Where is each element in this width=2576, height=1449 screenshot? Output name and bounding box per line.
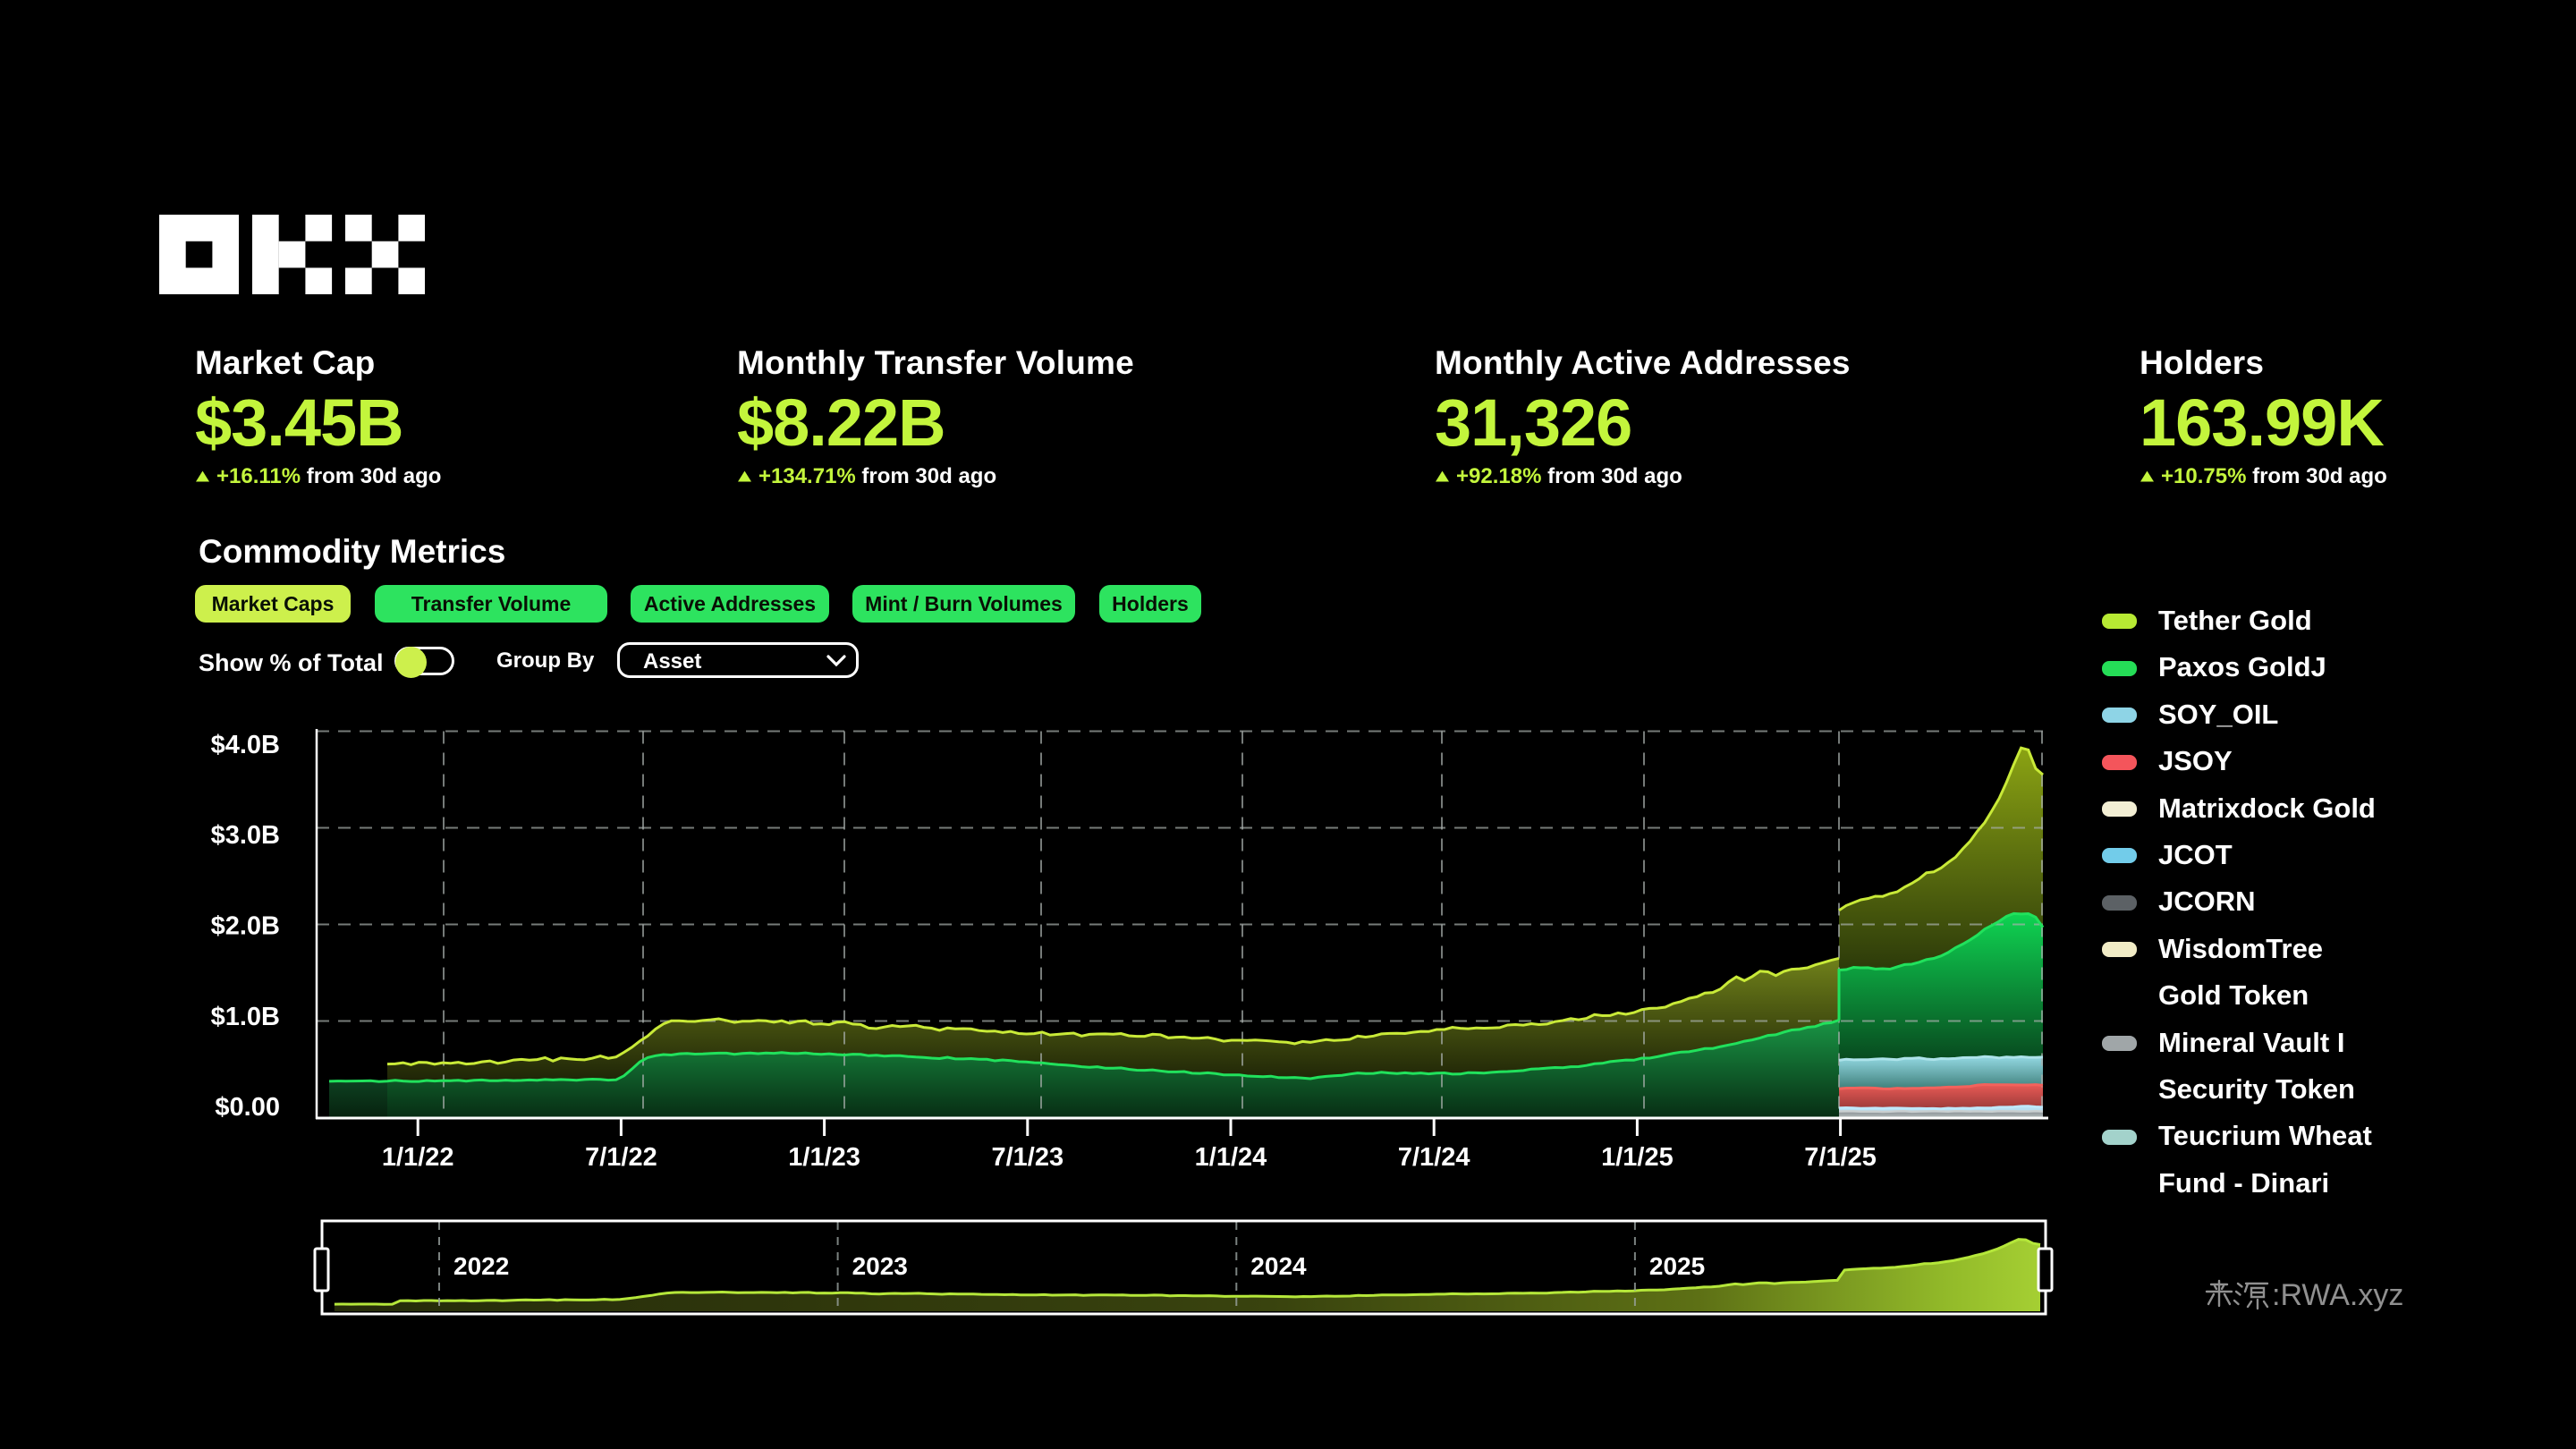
svg-text:2025: 2025 xyxy=(1649,1252,1705,1280)
svg-text:$1.0B: $1.0B xyxy=(211,1003,280,1031)
svg-text:7/1/24: 7/1/24 xyxy=(1398,1143,1470,1172)
svg-text:2022: 2022 xyxy=(453,1252,509,1280)
svg-text:1/1/24: 1/1/24 xyxy=(1195,1143,1267,1172)
svg-text:$2.0B: $2.0B xyxy=(211,912,280,941)
svg-text:7/1/23: 7/1/23 xyxy=(991,1143,1063,1172)
svg-text:1/1/25: 1/1/25 xyxy=(1601,1143,1674,1172)
svg-text:2024: 2024 xyxy=(1250,1252,1307,1280)
svg-text:1/1/22: 1/1/22 xyxy=(382,1143,454,1172)
svg-text:$3.0B: $3.0B xyxy=(211,821,280,850)
svg-text:$4.0B: $4.0B xyxy=(211,731,280,759)
svg-text:7/1/22: 7/1/22 xyxy=(585,1143,657,1172)
svg-text:7/1/25: 7/1/25 xyxy=(1804,1143,1877,1172)
svg-text:2023: 2023 xyxy=(852,1252,908,1280)
svg-text:$0.00: $0.00 xyxy=(215,1093,280,1122)
svg-text:1/1/23: 1/1/23 xyxy=(788,1143,860,1172)
